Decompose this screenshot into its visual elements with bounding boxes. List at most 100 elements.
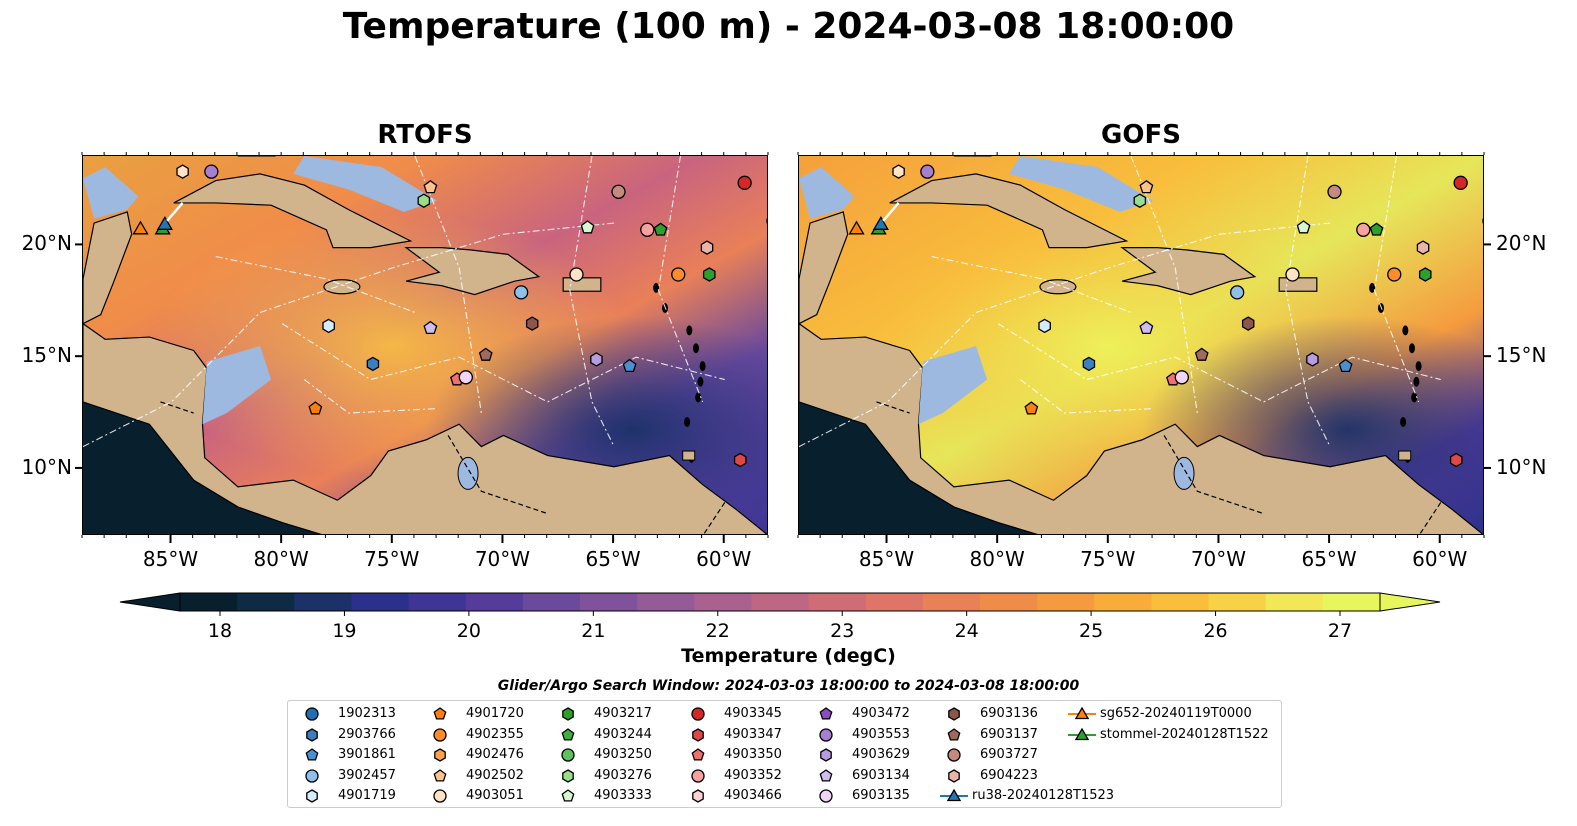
legend-marker-icon bbox=[305, 707, 319, 721]
argo-float-marker bbox=[308, 401, 323, 415]
colorbar-segment bbox=[465, 593, 524, 611]
legend-symbol bbox=[820, 748, 832, 762]
legend-marker-icon bbox=[561, 727, 575, 741]
argo-float-marker bbox=[671, 267, 686, 282]
legend-marker-icon bbox=[692, 727, 704, 742]
argo-float-marker bbox=[1133, 193, 1147, 208]
colorbar-segment bbox=[1265, 593, 1324, 611]
colorbar-tick-label: 19 bbox=[332, 620, 356, 642]
argo-float-marker bbox=[700, 240, 714, 255]
legend-label: 6903135 bbox=[852, 788, 910, 803]
search-window-caption: Glider/Argo Search Window: 2024-03-03 18… bbox=[497, 678, 1080, 694]
legend-symbol bbox=[305, 707, 319, 721]
legend-marker-icon bbox=[305, 748, 319, 761]
argo-float-marker bbox=[458, 370, 473, 385]
colorbar-segment bbox=[408, 593, 467, 611]
legend-label: 4903350 bbox=[724, 747, 782, 762]
colorbar-segment bbox=[294, 593, 352, 611]
legend-label: 3901861 bbox=[338, 747, 396, 762]
legend-label: 1902313 bbox=[338, 706, 396, 721]
argo-float-marker bbox=[920, 164, 935, 179]
legend-symbol bbox=[819, 789, 833, 803]
lat-tick-label: 15°N bbox=[1496, 343, 1547, 368]
argo-float-marker bbox=[1296, 220, 1311, 234]
legend-marker-icon bbox=[562, 768, 574, 783]
legend-marker-icon bbox=[433, 707, 447, 720]
legend-triangle bbox=[946, 788, 962, 802]
legend-label: 4903629 bbox=[852, 747, 910, 762]
lon-tick-label: 60°W bbox=[696, 547, 752, 571]
legend-marker-icon bbox=[819, 768, 833, 782]
argo-float-marker bbox=[640, 222, 655, 237]
legend-label: sg652-20240119T0000 bbox=[1100, 706, 1252, 721]
lon-tick-label: 65°W bbox=[1301, 547, 1357, 571]
legend-label: 4903217 bbox=[594, 706, 652, 721]
colorbar-segment bbox=[580, 593, 638, 611]
legend-label: 4902476 bbox=[466, 747, 524, 762]
lat-tick-label: 10°N bbox=[21, 454, 72, 479]
argo-float-marker bbox=[733, 452, 747, 468]
legend-label: 4903472 bbox=[852, 706, 910, 721]
pacific-ocean bbox=[799, 401, 1036, 534]
legend-marker-icon bbox=[433, 727, 447, 742]
legend-symbol bbox=[561, 789, 575, 802]
argo-float-marker bbox=[1306, 352, 1319, 367]
legend-symbol bbox=[692, 789, 704, 803]
colorbar-segment bbox=[694, 593, 752, 611]
argo-float-marker bbox=[580, 220, 595, 234]
legend-symbol bbox=[819, 768, 833, 782]
legend-symbol bbox=[434, 748, 446, 762]
argo-float-marker bbox=[1024, 401, 1039, 415]
legend-symbol bbox=[819, 727, 833, 742]
argo-float-marker bbox=[1327, 184, 1342, 199]
colorbar-min-extend bbox=[119, 592, 181, 612]
nicaragua-shelf bbox=[202, 346, 272, 425]
argo-float-marker bbox=[514, 285, 529, 300]
colorbar-segment bbox=[1208, 593, 1267, 611]
legend-triangle bbox=[1074, 727, 1090, 740]
argo-float-marker bbox=[1369, 222, 1384, 236]
legend-symbol bbox=[306, 727, 318, 742]
legend-symbol bbox=[562, 707, 574, 721]
argo-float-marker bbox=[1387, 267, 1402, 282]
legend-marker-icon bbox=[691, 748, 705, 761]
argo-float-marker bbox=[892, 164, 905, 179]
legend-symbol bbox=[819, 707, 833, 720]
colorbar-tick-label: 24 bbox=[955, 620, 979, 642]
colorbar-label: Temperature (degC) bbox=[681, 645, 896, 667]
lon-tick-label: 85°W bbox=[858, 547, 915, 571]
lon-tick-label: 75°W bbox=[1080, 547, 1136, 571]
legend-symbol bbox=[948, 768, 960, 783]
legend-marker-icon bbox=[1068, 727, 1096, 740]
legend-symbol bbox=[433, 789, 447, 803]
argo-float-marker bbox=[1082, 356, 1096, 372]
lat-tick-label: 20°N bbox=[1496, 231, 1547, 256]
argo-float-marker bbox=[525, 316, 539, 331]
legend-label: 4903051 bbox=[466, 788, 524, 803]
legend-symbol bbox=[305, 768, 319, 783]
lat-tick-label: 15°N bbox=[21, 343, 72, 368]
legend-label: 6903134 bbox=[852, 767, 910, 783]
map-canvas bbox=[799, 156, 1483, 534]
legend: 1902313 2903766 3901861 3902457 4901719 49017… bbox=[287, 700, 1282, 808]
argo-float-marker bbox=[1241, 316, 1255, 331]
argo-float-marker bbox=[1230, 285, 1245, 300]
nicaragua-shelf bbox=[918, 346, 988, 425]
legend-label: 4903276 bbox=[594, 767, 652, 783]
argo-float-marker bbox=[478, 347, 493, 361]
legend-symbol bbox=[305, 748, 319, 761]
gofs-map[interactable] bbox=[798, 155, 1484, 535]
argo-float-marker bbox=[1356, 222, 1371, 237]
legend-symbol bbox=[691, 768, 705, 783]
lon-tick-label: 65°W bbox=[585, 547, 641, 571]
colorbar-segment bbox=[751, 593, 810, 611]
legend-symbol bbox=[433, 727, 447, 742]
colorbar-segment bbox=[1094, 593, 1152, 611]
lat-tick-label: 10°N bbox=[1496, 454, 1547, 479]
legend-symbol bbox=[306, 789, 318, 803]
glider-marker bbox=[872, 216, 889, 230]
rtofs-map[interactable] bbox=[82, 155, 768, 535]
argo-float-marker bbox=[1194, 347, 1209, 361]
legend-symbol bbox=[433, 707, 447, 720]
argo-float-marker bbox=[423, 320, 438, 335]
